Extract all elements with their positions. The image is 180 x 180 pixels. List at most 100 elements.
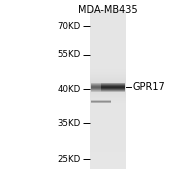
Bar — [90, 140, 126, 141]
Text: GPR17: GPR17 — [132, 82, 165, 92]
Bar — [91, 86, 101, 87]
Bar — [90, 161, 126, 163]
Bar — [91, 84, 125, 85]
Bar — [90, 75, 126, 77]
Bar — [90, 116, 126, 118]
Bar — [90, 10, 126, 12]
Bar — [90, 117, 126, 119]
Bar — [90, 100, 126, 102]
Bar — [90, 55, 126, 57]
Text: 40KD: 40KD — [57, 85, 81, 94]
Bar — [90, 16, 126, 17]
Bar — [90, 35, 126, 37]
Text: MDA-MB435: MDA-MB435 — [78, 5, 138, 15]
Bar — [90, 86, 126, 87]
Bar — [90, 66, 126, 68]
Bar — [90, 58, 126, 60]
Bar — [90, 115, 126, 116]
Bar — [91, 85, 125, 86]
Bar — [90, 31, 126, 33]
Bar — [90, 152, 126, 153]
Bar — [90, 130, 126, 132]
Bar — [91, 84, 125, 85]
Bar — [91, 85, 101, 86]
Bar — [90, 51, 126, 53]
Bar — [90, 71, 126, 73]
Bar — [90, 92, 126, 94]
Bar — [90, 134, 126, 136]
Bar — [90, 168, 126, 169]
Bar — [91, 86, 101, 87]
Bar — [91, 87, 125, 88]
Bar — [90, 141, 126, 143]
Bar — [90, 123, 126, 124]
Bar — [91, 85, 125, 86]
Bar — [90, 63, 126, 65]
Bar — [90, 150, 126, 152]
Bar — [90, 12, 126, 14]
Bar — [90, 83, 126, 85]
Bar — [90, 13, 126, 15]
Bar — [90, 125, 126, 127]
Bar — [90, 87, 126, 89]
Bar — [90, 105, 126, 107]
Bar — [90, 138, 126, 140]
Bar — [91, 88, 101, 89]
Bar — [90, 22, 126, 24]
Bar — [90, 113, 126, 115]
Bar — [90, 39, 126, 41]
Bar — [91, 101, 111, 102]
Bar — [90, 119, 126, 120]
Bar — [90, 132, 126, 134]
Bar — [90, 120, 126, 122]
Bar — [91, 89, 101, 90]
Bar — [90, 43, 126, 45]
Bar — [91, 83, 101, 84]
Bar — [90, 21, 126, 23]
Bar — [91, 102, 111, 103]
Bar — [90, 37, 126, 39]
Bar — [90, 154, 126, 156]
Bar — [90, 74, 126, 75]
Bar — [90, 88, 126, 90]
Bar — [90, 41, 126, 42]
Bar — [91, 87, 101, 88]
Bar — [90, 25, 126, 27]
Bar — [90, 47, 126, 49]
Bar — [91, 87, 125, 88]
Bar — [91, 100, 111, 101]
Bar — [90, 144, 126, 145]
Bar — [90, 109, 126, 111]
Bar — [91, 83, 125, 84]
Bar — [90, 53, 126, 54]
Bar — [90, 90, 126, 91]
Bar — [90, 62, 126, 64]
Bar — [90, 17, 126, 19]
Bar — [90, 96, 126, 98]
Bar — [91, 83, 101, 84]
Bar — [91, 83, 125, 84]
Bar — [90, 166, 126, 168]
Bar — [90, 112, 126, 114]
Bar — [91, 87, 125, 88]
Bar — [90, 127, 126, 128]
Bar — [90, 137, 126, 139]
Bar — [90, 149, 126, 151]
Bar — [90, 158, 126, 160]
Bar — [90, 164, 126, 165]
Bar — [90, 49, 126, 50]
Bar — [90, 148, 126, 149]
Bar — [91, 101, 111, 102]
Bar — [90, 162, 126, 164]
Bar — [90, 121, 126, 123]
Bar — [90, 103, 126, 105]
Bar — [91, 90, 125, 91]
Bar — [91, 100, 111, 101]
Bar — [90, 34, 126, 36]
Bar — [90, 28, 126, 29]
Bar — [90, 128, 126, 130]
Bar — [90, 67, 126, 69]
Bar — [90, 14, 126, 16]
Bar — [90, 124, 126, 126]
Bar — [90, 24, 126, 25]
